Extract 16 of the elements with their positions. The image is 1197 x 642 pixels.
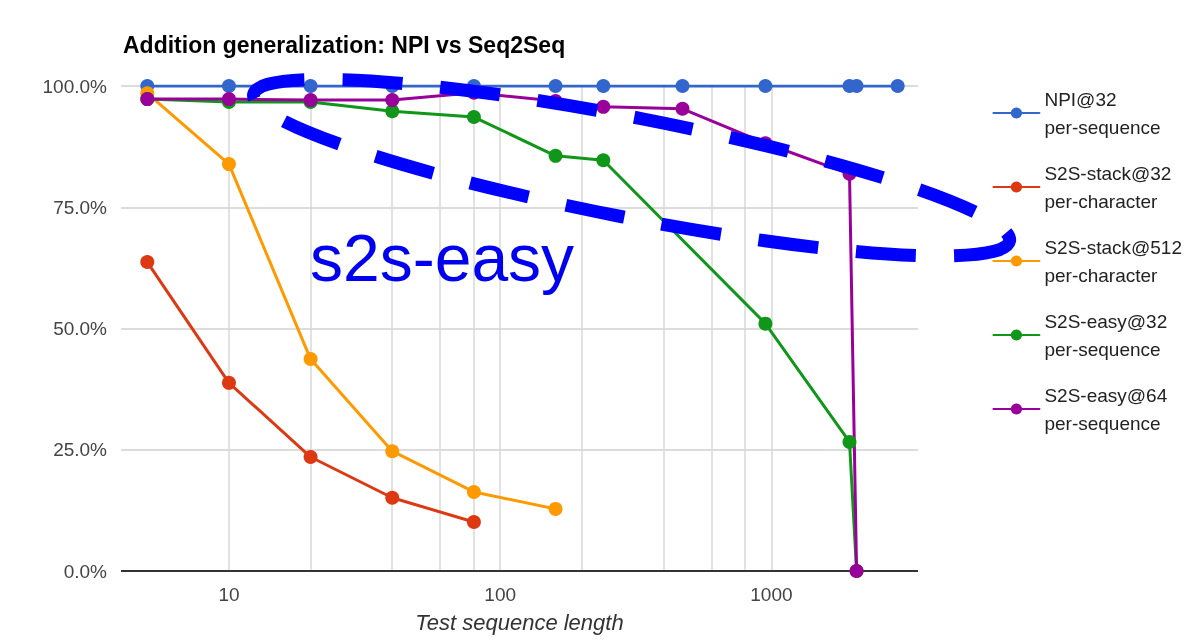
annotation: s2s-easy (310, 221, 575, 295)
x-axis-title: Test sequence length (415, 609, 624, 635)
chart-title: Addition generalization: NPI vs Seq2Seq (123, 31, 566, 58)
legend-label: S2S-easy@64 per-sequence (1044, 384, 1168, 434)
y-tick-label: 50.0% (53, 318, 108, 339)
legend-label: NPI@32 per-sequence (1044, 88, 1161, 138)
y-tick-label: 75.0% (53, 196, 108, 218)
y-tick-label: 0.0% (63, 560, 108, 582)
x-tick-label: 10 (218, 584, 240, 605)
x-tick-label: 1000 (750, 584, 793, 605)
legend-label: S2S-stack@32 per-character (1044, 162, 1172, 212)
x-tick-label: 100 (484, 584, 517, 605)
legend-label: S2S-stack@512 per-character (1044, 236, 1182, 286)
legend-label: S2S-easy@32 per-sequence (1044, 310, 1168, 360)
y-tick-label: 25.0% (53, 439, 108, 461)
y-tick-label: 100.0% (42, 75, 108, 97)
